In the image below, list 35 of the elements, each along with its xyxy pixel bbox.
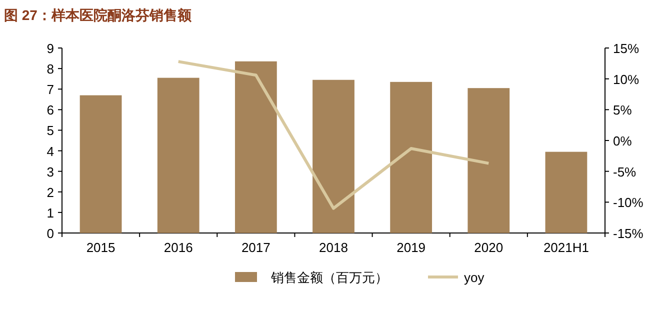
y2-tick-label: 0% bbox=[613, 134, 632, 148]
x-tick-label: 2020 bbox=[474, 240, 504, 255]
bar bbox=[80, 95, 122, 233]
y2-tick-label: 10% bbox=[613, 72, 640, 87]
x-tick-label: 2018 bbox=[319, 240, 348, 255]
bar bbox=[390, 82, 432, 233]
chart-title: 图 27：样本医院酮洛芬销售额 bbox=[4, 7, 192, 23]
line-series bbox=[176, 60, 490, 210]
y-tick-label: 0 bbox=[46, 226, 54, 241]
y-tick-label: 3 bbox=[46, 164, 54, 180]
y-tick-label: 5 bbox=[46, 123, 54, 138]
bar bbox=[468, 88, 510, 233]
bar bbox=[157, 78, 200, 233]
y2-tick-label: -5% bbox=[613, 164, 637, 180]
y-tick-label: 1 bbox=[46, 205, 54, 220]
legend-label: yoy bbox=[464, 270, 485, 285]
x-tick-label: 2021H1 bbox=[543, 240, 589, 255]
y2-tick-label: 5% bbox=[613, 102, 632, 118]
y-tick-label: 2 bbox=[46, 184, 54, 200]
legend-label: 销售金额（百万元） bbox=[270, 270, 388, 285]
y-tick-label: 6 bbox=[46, 102, 54, 118]
x-tick-label: 2019 bbox=[396, 240, 426, 255]
y2-tick-label: -15% bbox=[613, 226, 644, 241]
x-tick-label: 2017 bbox=[241, 240, 270, 255]
bar bbox=[545, 152, 588, 233]
y-tick-label: 4 bbox=[46, 144, 54, 159]
bar bbox=[234, 61, 277, 233]
y2-tick-label: 15% bbox=[613, 41, 640, 56]
bar bbox=[312, 80, 354, 233]
y-tick-label: 9 bbox=[46, 41, 54, 56]
y-tick-label: 8 bbox=[46, 62, 54, 77]
x-tick-label: 2016 bbox=[164, 240, 193, 255]
x-tick-label: 2015 bbox=[86, 240, 116, 255]
y-tick-label: 7 bbox=[46, 82, 54, 98]
y2-tick-label: -10% bbox=[613, 195, 644, 210]
